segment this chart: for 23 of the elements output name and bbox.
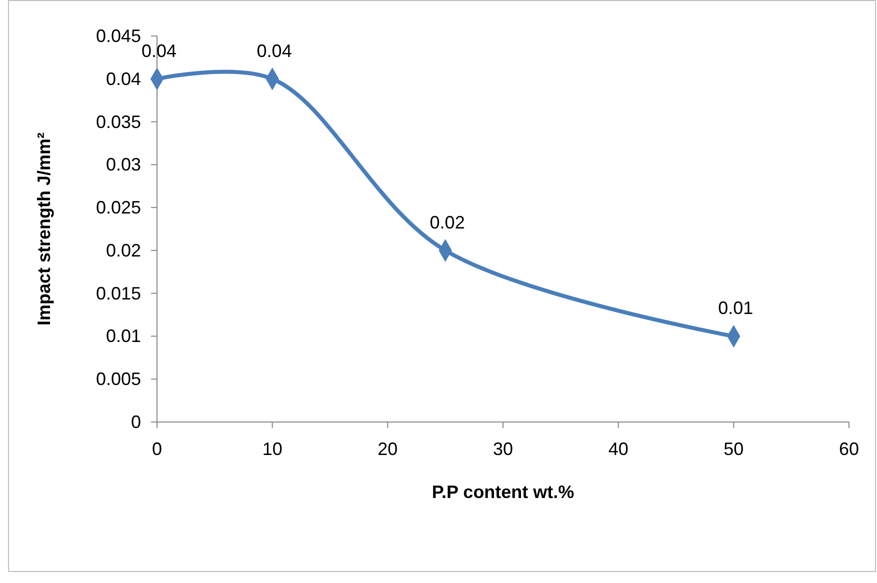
y-tick-label: 0.045 [96, 26, 141, 46]
y-axis-title: Impact strength J/mm² [34, 132, 54, 326]
x-tick-label: 40 [608, 439, 628, 459]
x-tick-label: 30 [492, 439, 514, 459]
y-tick-label: 0.04 [106, 68, 141, 89]
y-tick-label: 0.03 [106, 154, 141, 175]
data-label: 0.04 [256, 40, 292, 61]
data-label: 0.02 [430, 212, 465, 232]
y-tick-label: 0.015 [96, 283, 141, 304]
data-label: 0.04 [141, 40, 177, 61]
x-axis-title: P.P content wt.% [432, 482, 574, 502]
y-tick-label: 0.02 [106, 240, 141, 260]
y-tick-label: 0.035 [96, 112, 141, 132]
x-tick-label: 0 [152, 439, 162, 459]
y-tick-label: 0.01 [106, 326, 141, 346]
data-label: 0.01 [718, 298, 754, 318]
y-tick-label: 0 [130, 412, 141, 432]
x-tick-label: 20 [378, 439, 398, 459]
x-tick-label: 10 [262, 439, 282, 459]
x-tick-label: 50 [724, 439, 744, 459]
y-tick-label: 0.005 [96, 369, 141, 390]
y-tick-label: 0.025 [96, 198, 141, 218]
x-tick-label: 60 [838, 439, 860, 459]
